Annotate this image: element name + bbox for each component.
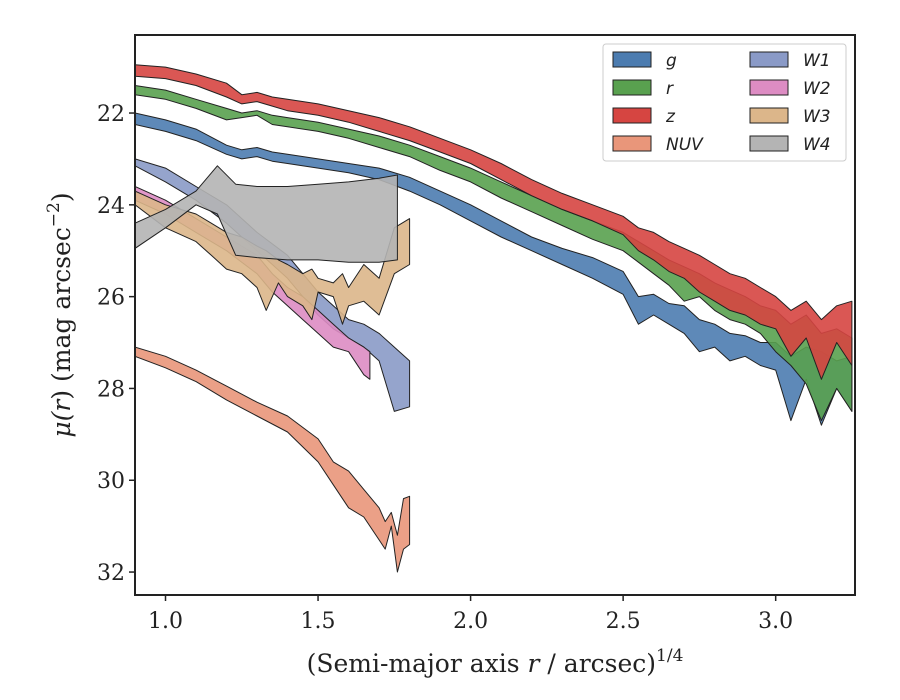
series-band-w4 <box>135 165 398 263</box>
legend-swatch-w4 <box>749 135 789 152</box>
legend-swatch-r <box>612 79 652 96</box>
legend-label-w4: W4 <box>803 135 831 155</box>
series-band-z <box>135 64 853 380</box>
legend-swatch-w1 <box>749 51 789 68</box>
y-tick-label: 30 <box>97 469 125 494</box>
legend-label-g: g <box>666 51 677 71</box>
x-tick-label: 2.0 <box>453 609 488 634</box>
y-tick-label: 22 <box>97 102 125 127</box>
x-axis: 1.0 1.5 2.0 2.5 3.0 <box>148 595 793 634</box>
x-tick-label: 1.0 <box>148 609 183 634</box>
legend-label-w3: W3 <box>803 107 831 127</box>
y-axis: 22 24 26 28 30 32 <box>97 102 135 586</box>
legend-swatch-nuv <box>612 135 652 152</box>
x-tick-label: 3.0 <box>758 609 793 634</box>
x-tick-label: 1.5 <box>301 609 336 634</box>
series-band-r <box>135 85 853 422</box>
x-tick-label: 2.5 <box>606 609 641 634</box>
x-axis-label: (Semi-major axis r / arcsec)1/4 <box>307 646 684 678</box>
legend-label-r: r <box>666 79 674 99</box>
y-tick-label: 28 <box>97 377 125 402</box>
legend-swatch-g <box>612 51 652 68</box>
series-layer <box>135 64 853 573</box>
plot-frame <box>134 34 856 596</box>
y-tick-label: 24 <box>97 194 125 219</box>
y-axis-label: μ(r) (mag arcsec−2) <box>44 192 76 437</box>
legend-label-w2: W2 <box>803 79 831 99</box>
series-band-nuv <box>135 346 411 573</box>
legend: grz NUV W1 W2 W3 W4 <box>602 43 847 162</box>
legend-label-w1: W1 <box>803 51 831 71</box>
legend-swatch-z <box>612 107 652 124</box>
legend-swatch-w3 <box>749 107 789 124</box>
y-tick-label: 32 <box>97 561 125 586</box>
legend-swatch-w2 <box>749 79 789 96</box>
y-tick-label: 26 <box>97 286 125 311</box>
legend-label-z: z <box>665 107 676 127</box>
legend-box <box>602 43 847 162</box>
legend-label-nuv: NUV <box>666 135 704 155</box>
